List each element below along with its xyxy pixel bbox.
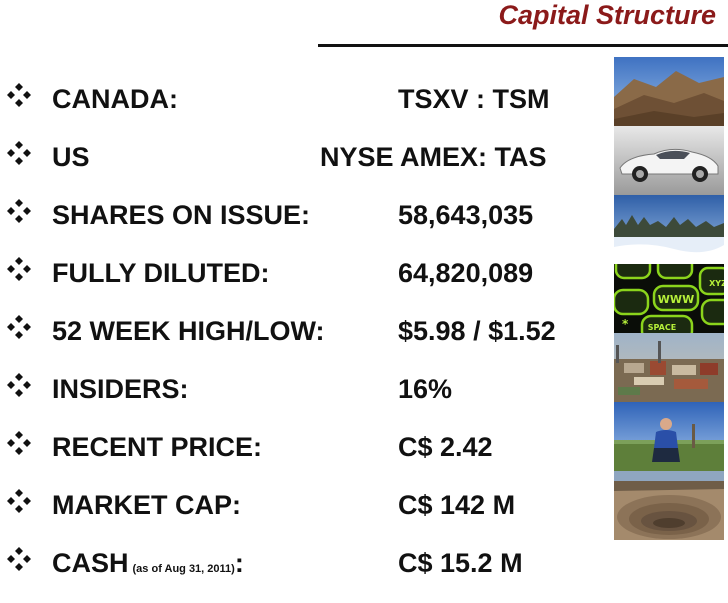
row-label: 52 WEEK HIGH/LOW: — [52, 316, 325, 346]
diamond-bullet-icon — [7, 83, 31, 107]
diamond-bullet-icon — [7, 431, 31, 455]
man-crouching-field-photo — [614, 402, 724, 471]
list-item-shares-on-issue: SHARES ON ISSUE: 58,643,035 — [0, 186, 610, 244]
keypad-key-space: SPACE — [648, 323, 676, 332]
title-underline — [318, 44, 728, 47]
svg-text:*: * — [622, 317, 629, 331]
row-label: CASH (as of Aug 31, 2011): — [52, 546, 244, 586]
row-label-suffix: : — [234, 548, 244, 578]
keypad-key-www: WWW — [658, 293, 694, 306]
row-label: SHARES ON ISSUE: — [52, 200, 311, 230]
row-value: 16% — [398, 374, 453, 404]
list-item-52-week-high-low: 52 WEEK HIGH/LOW: $5.98 / $1.52 — [0, 302, 610, 360]
snowy-forest-photo — [614, 195, 724, 264]
electric-car-photo — [614, 126, 724, 195]
green-keypad-photo: WWW XYZ SPACE * — [614, 264, 724, 333]
industrial-plant-photo — [614, 333, 724, 402]
row-label: US — [52, 142, 90, 172]
mountain-hills-photo — [614, 57, 724, 126]
keypad-key-xyz: XYZ — [709, 279, 724, 288]
list-item-us: US NYSE AMEX: TAS — [0, 128, 610, 186]
row-value: 58,643,035 — [398, 200, 534, 230]
diamond-bullet-icon — [7, 547, 31, 571]
slide-title: Capital Structure — [498, 0, 716, 30]
list-item-cash: CASH (as of Aug 31, 2011): C$ 15.2 M — [0, 534, 610, 592]
list-item-recent-price: RECENT PRICE: C$ 2.42 — [0, 418, 610, 476]
list-item-insiders: INSIDERS: 16% — [0, 360, 610, 418]
diamond-bullet-icon — [7, 199, 31, 223]
open-pit-mine-photo — [614, 471, 724, 540]
row-label: MARKET CAP: — [52, 490, 241, 520]
list-item-canada: CANADA: TSXV : TSM — [0, 70, 610, 128]
diamond-bullet-icon — [7, 373, 31, 397]
diamond-bullet-icon — [7, 489, 31, 513]
row-value: C$ 142 M — [398, 490, 516, 520]
diamond-bullet-icon — [7, 315, 31, 339]
row-value: TSXV : TSM — [398, 84, 550, 114]
row-label-note: (as of Aug 31, 2011) — [132, 563, 235, 575]
list-item-fully-diluted: FULLY DILUTED: 64,820,089 — [0, 244, 610, 302]
diamond-bullet-icon — [7, 257, 31, 281]
row-value: NYSE AMEX: TAS — [320, 142, 547, 172]
row-label: INSIDERS: — [52, 374, 189, 404]
row-label: CANADA: — [52, 84, 178, 114]
row-label-text: CASH — [52, 548, 129, 578]
list-item-market-cap: MARKET CAP: C$ 142 M — [0, 476, 610, 534]
row-value: $5.98 / $1.52 — [398, 316, 556, 346]
row-label: FULLY DILUTED: — [52, 258, 270, 288]
row-value: C$ 2.42 — [398, 432, 493, 462]
row-value: C$ 15.2 M — [398, 548, 523, 578]
row-label: RECENT PRICE: — [52, 432, 263, 462]
diamond-bullet-icon — [7, 141, 31, 165]
row-value: 64,820,089 — [398, 258, 534, 288]
